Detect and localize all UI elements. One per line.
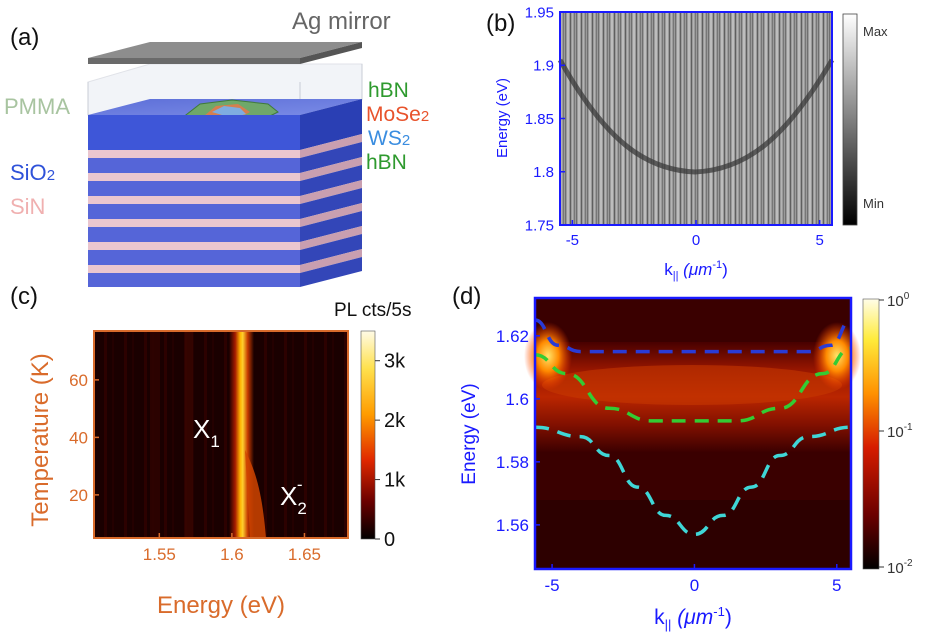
panel-b-colorbar [842, 13, 858, 226]
x-tick-label: 0 [690, 576, 699, 595]
y-tick-label: 1.95 [525, 4, 554, 21]
x-tick-label: 5 [815, 232, 823, 249]
x-tick-label: 1.6 [220, 545, 244, 564]
dispersion-line-0 [534, 318, 852, 354]
x-tick-label: 5 [832, 576, 841, 595]
svg-text:10-2: 10-2 [887, 558, 913, 577]
pmma-label: PMMA [4, 94, 70, 119]
panel-d-ylabel: Energy (eV) [459, 383, 480, 484]
colorbar-max-label: Max [863, 24, 888, 39]
svg-text:100: 100 [887, 291, 910, 310]
x-tick-label: -5 [566, 232, 579, 249]
panel-d-chart: -5 0 5 1.56 1.58 1.6 1.62 100 10-1 10-2 Energy… [459, 291, 913, 632]
x-tick-label: -5 [545, 576, 560, 595]
sio2-label: SiO2 [10, 160, 56, 185]
panel-c-ylabel: Temperature (K) [27, 353, 54, 526]
sin-label: SiN [10, 194, 46, 219]
panel-c-heatmap [94, 331, 348, 538]
y-tick-label: 1.8 [533, 164, 554, 181]
y-tick-label: 1.56 [496, 516, 529, 535]
x1-annotation: X1 [193, 414, 220, 451]
panel-c-chart: 1.55 1.6 1.65 20 40 60 X1 X2- 0 1k 2k 3k PL cts/… [27, 300, 411, 619]
ag-mirror-top [88, 42, 362, 58]
hbn-top-label: hBN [368, 79, 409, 102]
y-tick-label: 1.75 [525, 217, 554, 234]
panel-c-colorbar [360, 330, 376, 540]
y-tick-label: 1.58 [496, 453, 529, 472]
panel-label-b: (b) [486, 10, 516, 37]
ag-mirror-label: Ag mirror [292, 8, 391, 35]
colorbar-min-label: Min [863, 196, 884, 211]
x2-annotation: X2- [280, 475, 307, 518]
panel-d-colorbar-ticks: 100 10-1 10-2 [879, 291, 913, 577]
sio2-front-face [88, 115, 300, 150]
dbr-stack [88, 134, 362, 287]
panel-b-dispersion [557, 58, 835, 175]
panel-label-c: (c) [10, 283, 38, 310]
y-tick-label: 1.62 [496, 327, 529, 346]
panel-b-ylabel: Energy (eV) [494, 78, 511, 158]
panel-b-xlabel: k|| (μm-1) [664, 259, 728, 282]
y-tick-label: 40 [69, 428, 88, 447]
colorbar-tick-label: 3k [384, 351, 406, 373]
mose2-label: MoSe2 [366, 103, 430, 126]
y-tick-label: 60 [69, 371, 88, 390]
colorbar-tick-label: 1k [384, 470, 406, 492]
y-tick-label: 1.85 [525, 111, 554, 128]
y-tick-label: 1.6 [505, 390, 529, 409]
ag-mirror-front [88, 58, 300, 64]
device-schematic [87, 42, 363, 287]
x-tick-label: 1.55 [143, 545, 176, 564]
colorbar-tick-label: 2k [384, 410, 406, 432]
panel-label-d: (d) [452, 283, 482, 310]
x2-shoulder [245, 450, 266, 538]
panel-b-chart: -5 0 5 1.75 1.8 1.85 1.9 1.95 Max Min Energy (e… [494, 4, 888, 282]
panel-label-a: (a) [10, 24, 40, 51]
panel-b-heatmap [560, 12, 832, 225]
x-tick-label: 1.65 [288, 545, 321, 564]
panel-c-xlabel: Energy (eV) [157, 592, 285, 619]
y-tick-label: 20 [69, 486, 88, 505]
colorbar-tick-label: 0 [384, 529, 395, 551]
x-tick-label: 0 [692, 232, 700, 249]
y-tick-label: 1.9 [533, 58, 554, 75]
panel-d-xlabel: k|| (μm-1) [654, 604, 732, 632]
ws2-label: WS2 [368, 127, 411, 150]
panel-d-colorbar [862, 298, 880, 570]
svg-text:10-1: 10-1 [887, 422, 913, 441]
panel-c-colorbar-title: PL cts/5s [334, 300, 411, 321]
hbn-bottom-label: hBN [366, 151, 407, 174]
dispersion-line-1 [534, 346, 852, 423]
dispersion-line-2 [534, 425, 852, 537]
